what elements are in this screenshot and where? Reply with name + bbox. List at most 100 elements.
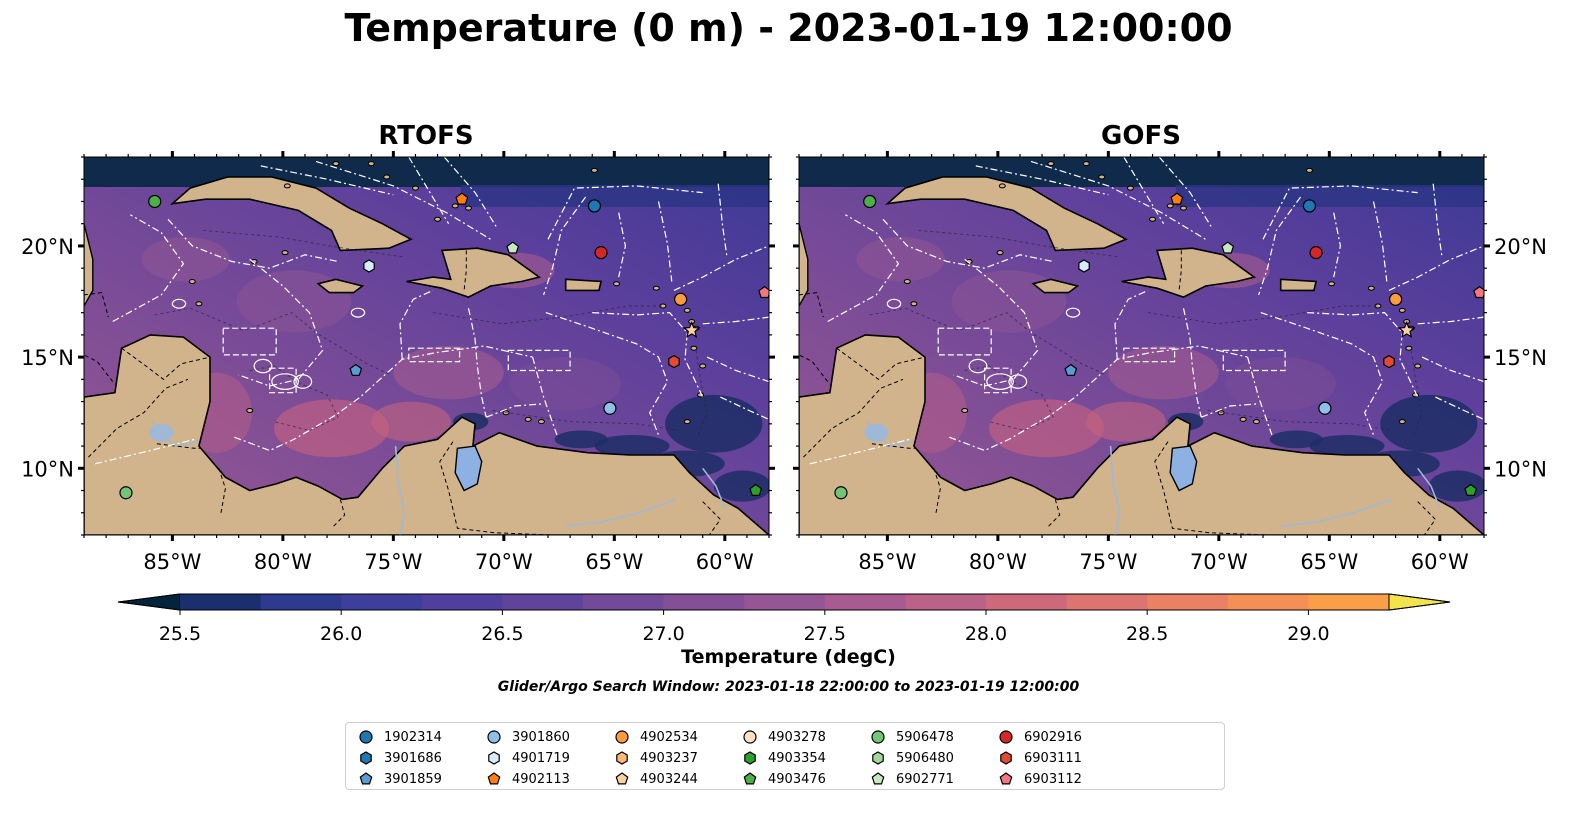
search-window-caption: Glider/Argo Search Window: 2023-01-18 22… xyxy=(497,679,1080,695)
float-marker xyxy=(1464,483,1478,496)
isobath-contour xyxy=(918,229,1120,258)
legend-label: 6903111 xyxy=(1024,750,1082,766)
country-border xyxy=(871,443,917,449)
legend-marker xyxy=(359,730,373,744)
circle-marker-icon xyxy=(743,730,757,744)
lat-tick-label: 10°N xyxy=(1494,457,1547,481)
hexagon-marker-icon xyxy=(744,751,756,765)
temperature-patch xyxy=(510,357,621,411)
colorbar: 25.5 26.0 26.5 27.0 27.5 28.0 28.5 29.0 xyxy=(117,593,1451,645)
legend-label: 6902771 xyxy=(896,771,954,787)
small-island xyxy=(683,419,691,425)
float-marker xyxy=(119,486,133,500)
small-island xyxy=(690,345,698,351)
float-marker xyxy=(863,194,877,209)
small-island xyxy=(195,301,203,307)
small-island xyxy=(524,416,532,422)
legend-marker xyxy=(615,730,629,744)
colorbar-extend-low xyxy=(117,593,181,611)
small-island xyxy=(1082,161,1090,167)
country-border xyxy=(121,347,211,381)
land-yucatan xyxy=(84,223,94,308)
bathymetry-ring xyxy=(1065,307,1081,318)
colorbar-bin xyxy=(1308,594,1390,610)
legend-entry: 3901686 xyxy=(358,748,442,768)
lake-maracaibo xyxy=(1169,445,1198,492)
eez-boundary xyxy=(269,367,297,394)
hexagon-marker-icon xyxy=(616,751,628,765)
eez-boundary xyxy=(315,160,491,240)
float-marker xyxy=(1389,292,1403,306)
legend-label: 6903112 xyxy=(1024,771,1082,787)
eez-boundary xyxy=(702,316,769,325)
legend-entry: 3901859 xyxy=(358,769,442,789)
small-island xyxy=(1367,285,1375,291)
temperature-patch xyxy=(393,346,504,400)
map-frame xyxy=(83,156,770,536)
eez-boundary xyxy=(1307,311,1419,398)
eez-boundary xyxy=(673,245,769,291)
hexagon-marker-icon xyxy=(488,751,500,765)
river-line xyxy=(151,421,200,447)
isobath-contour xyxy=(869,307,1107,376)
lon-tick-label: 60°W xyxy=(696,550,754,574)
cold-water-north xyxy=(84,157,769,187)
float-marker xyxy=(1309,246,1323,260)
legend-marker xyxy=(360,751,372,765)
legend-entry: 4902534 xyxy=(614,727,698,747)
small-island xyxy=(283,183,291,189)
small-island xyxy=(1414,363,1422,369)
eez-boundary xyxy=(1388,245,1484,291)
lon-tick-label: 80°W xyxy=(254,550,312,574)
colorbar-tick-label: 26.0 xyxy=(320,623,362,645)
float-marker xyxy=(1302,199,1317,213)
small-island xyxy=(1239,416,1247,422)
upwelling-patch xyxy=(1428,470,1484,502)
isobath-contour xyxy=(964,365,1054,431)
colorbar-bin xyxy=(663,594,745,610)
bathymetry-ring xyxy=(271,373,299,390)
lon-tick-label: 75°W xyxy=(1079,550,1137,574)
pentagon-marker-icon xyxy=(487,772,501,785)
float-marker xyxy=(1318,401,1332,415)
colorbar-tick-label: 26.5 xyxy=(481,623,523,645)
lon-tick-label: 85°W xyxy=(858,550,916,574)
bathymetry-ring xyxy=(350,307,366,318)
eez-boundary xyxy=(882,218,1054,269)
lat-tick-label: 15°N xyxy=(1494,346,1547,370)
eez-boundary xyxy=(809,438,910,465)
lon-tick-label: 70°W xyxy=(475,550,533,574)
legend-marker xyxy=(743,772,757,785)
legend-marker xyxy=(744,751,756,765)
lon-tick-label: 60°W xyxy=(1411,550,1469,574)
eez-boundary xyxy=(953,258,1039,387)
eez-boundary xyxy=(983,367,1012,394)
country-border xyxy=(1417,501,1437,535)
float-marker xyxy=(363,259,375,273)
cold-water-north xyxy=(799,157,1484,187)
small-island xyxy=(699,363,707,369)
small-island xyxy=(1179,205,1187,211)
cold-water-north xyxy=(1175,185,1484,207)
bathymetry-ring xyxy=(293,374,313,389)
legend-label: 3901686 xyxy=(384,750,442,766)
hexagon-marker-icon xyxy=(360,751,372,765)
legend-label: 4901719 xyxy=(512,750,570,766)
legend-label: 3901859 xyxy=(384,771,442,787)
circle-marker-icon xyxy=(359,730,373,744)
temperature-patch xyxy=(1225,357,1336,411)
colorbar-bin xyxy=(1227,594,1309,610)
small-island xyxy=(383,174,391,180)
eez-boundary xyxy=(467,308,487,418)
small-island xyxy=(1398,307,1406,313)
circle-marker-icon xyxy=(871,730,885,744)
eez-boundary xyxy=(443,157,498,229)
lon-tick-label: 85°W xyxy=(143,550,201,574)
eez-boundary xyxy=(1432,183,1443,258)
small-island xyxy=(683,307,691,313)
lake-nicaragua xyxy=(864,423,889,442)
legend-marker xyxy=(999,730,1013,744)
small-island xyxy=(1305,167,1313,173)
country-border xyxy=(88,378,189,458)
legend-marker xyxy=(1000,751,1012,765)
